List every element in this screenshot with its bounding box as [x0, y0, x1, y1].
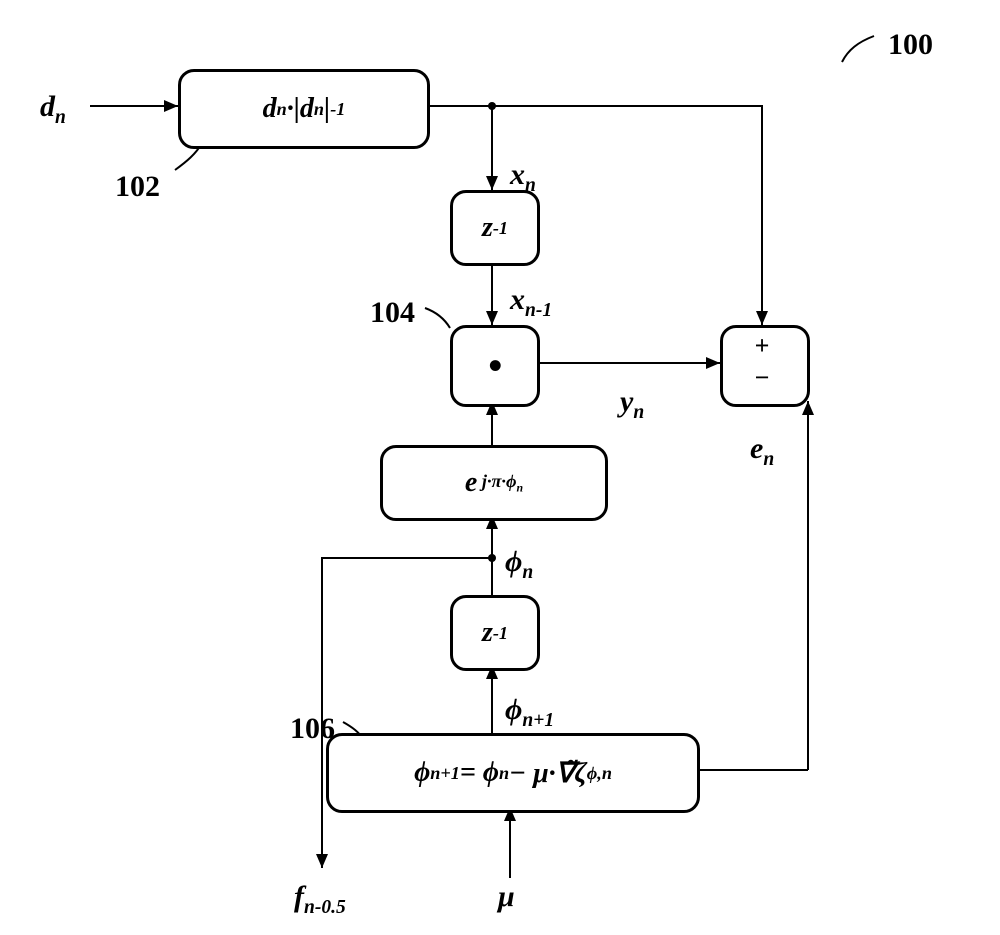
diagram-stage: dn·|dn|-1 z-1 • e j·π·ϕn z-1 ϕn+1 = ϕn − μ·∇̃…	[0, 0, 1000, 935]
label-xn: xn	[510, 158, 536, 197]
label-ref100: 100	[888, 28, 933, 62]
label-fn: fn-0.5	[294, 880, 346, 919]
label-phin: ϕn	[505, 545, 533, 584]
block-normalize: dn·|dn|-1	[178, 69, 430, 149]
block-delay_phi: z-1	[450, 595, 540, 671]
label-dn: dn	[40, 90, 66, 129]
block-update: ϕn+1 = ϕn − μ·∇̃ζϕ,n	[326, 733, 700, 813]
label-mu: μ	[498, 880, 515, 914]
block-delay_x: z-1	[450, 190, 540, 266]
label-phin1: ϕn+1	[505, 693, 554, 732]
label-en: en	[750, 432, 774, 471]
label-ref106: 106	[290, 712, 335, 746]
sum-minus: −	[720, 363, 804, 393]
label-ref102: 102	[115, 170, 160, 204]
label-xn1: xn-1	[510, 283, 552, 322]
block-mult: •	[450, 325, 540, 407]
label-yn: yn	[620, 385, 644, 424]
label-ref104: 104	[370, 296, 415, 330]
sum-plus: +	[720, 331, 804, 361]
block-exp: e j·π·ϕn	[380, 445, 608, 521]
